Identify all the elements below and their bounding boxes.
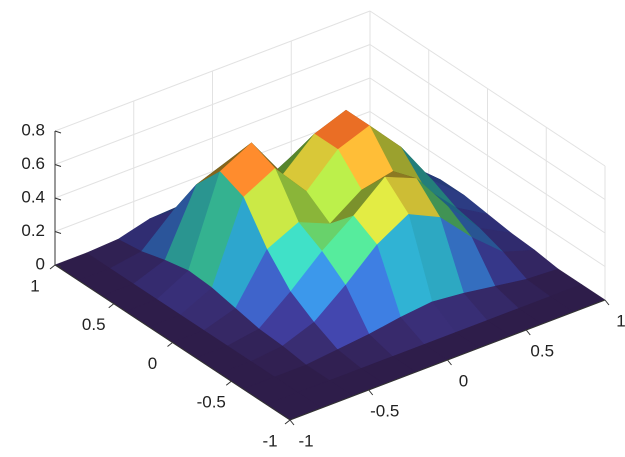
grid-line — [369, 77, 606, 234]
tick-mark — [167, 342, 173, 347]
y-tick-label: 1 — [30, 276, 39, 295]
y-tick-label: 0 — [148, 354, 157, 373]
tick-mark — [54, 231, 62, 234]
grid-line — [54, 10, 371, 132]
z-tick-label: 0.4 — [21, 187, 45, 206]
tick-mark — [447, 359, 452, 366]
z-tick-label: 0 — [36, 254, 45, 273]
tick-mark — [108, 303, 115, 309]
y-tick-label: -0.5 — [197, 393, 226, 412]
grid-line — [54, 77, 371, 199]
grid-line — [54, 44, 371, 165]
z-tick-label: 0.2 — [21, 221, 45, 240]
grid-line — [369, 111, 606, 267]
tick-mark — [225, 380, 232, 386]
tick-mark — [368, 389, 374, 396]
y-tick-label: -1 — [262, 431, 277, 450]
tick-mark — [525, 329, 531, 336]
tick-mark — [54, 197, 62, 201]
tick-mark — [289, 419, 295, 426]
x-tick-label: 0.5 — [530, 341, 554, 360]
tick-mark — [604, 299, 610, 306]
z-tick-label: 0.6 — [21, 154, 45, 173]
z-tick-label: 0.8 — [21, 120, 45, 139]
tick-mark — [54, 130, 62, 134]
y-tick-label: 0.5 — [82, 315, 106, 334]
grid-line — [369, 44, 606, 200]
grid-line — [369, 10, 606, 167]
tick-mark — [284, 419, 291, 425]
x-tick-label: -0.5 — [370, 401, 399, 420]
x-tick-label: -1 — [298, 431, 313, 450]
x-tick-label: 0 — [459, 371, 468, 390]
tick-mark — [49, 264, 56, 270]
tick-mark — [54, 264, 62, 268]
tick-mark — [54, 164, 62, 167]
x-tick-label: 1 — [616, 311, 625, 330]
